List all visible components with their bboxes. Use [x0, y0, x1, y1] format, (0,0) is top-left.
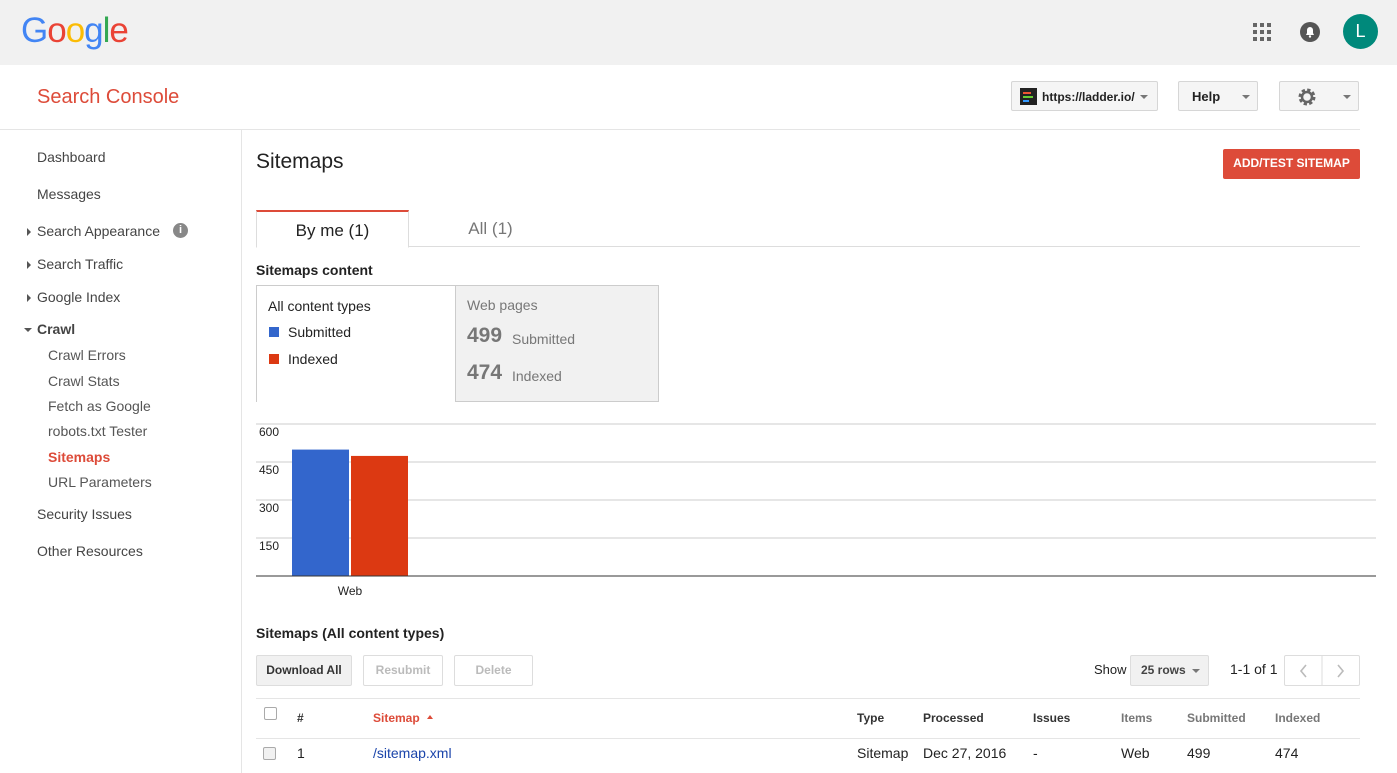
summary-box[interactable]: Web pages 499 Submitted 474 Indexed — [456, 285, 659, 402]
nav-item[interactable]: URL Parameters — [48, 474, 152, 490]
pagination: 1-1 of 1 — [1230, 661, 1278, 677]
caret — [1192, 669, 1200, 673]
pager[interactable] — [1284, 655, 1360, 686]
column-header[interactable]: Issues — [1033, 711, 1071, 725]
column-header[interactable]: # — [297, 711, 304, 725]
button[interactable]: Download All — [256, 655, 352, 686]
y-tick-label: 300 — [259, 501, 279, 515]
nav-item[interactable]: Messages — [37, 186, 101, 202]
nav-item[interactable]: Security Issues — [37, 506, 132, 522]
legend-label[interactable]: Indexed — [288, 351, 338, 367]
y-tick-label: 600 — [259, 425, 279, 439]
pager-arrows — [1299, 656, 1345, 685]
nav-item[interactable]: Google Index — [37, 289, 121, 305]
chart: 150 300 450 600 Web — [256, 423, 1376, 598]
nav-item[interactable]: Crawl Stats — [48, 373, 120, 389]
nav-item[interactable]: Search Traffic — [37, 256, 124, 272]
checkbox[interactable] — [263, 747, 276, 760]
cell[interactable]: /sitemap.xml — [373, 745, 452, 761]
button[interactable]: Resubmit — [363, 655, 443, 686]
bar — [351, 455, 408, 576]
caret — [1242, 95, 1250, 99]
rows-select-label: 25 rows — [1141, 663, 1186, 677]
summary-label: Indexed — [512, 368, 562, 384]
cell: - — [1033, 745, 1038, 761]
y-tick-label: 150 — [259, 539, 279, 553]
caret — [1140, 95, 1148, 99]
column-header[interactable]: Submitted — [1187, 711, 1246, 725]
column-header[interactable]: Items — [1121, 711, 1153, 725]
expand-arrow — [27, 261, 31, 269]
site-url: https://ladder.io/ — [1042, 90, 1135, 104]
show-label: Show — [1094, 662, 1127, 677]
rows-select[interactable]: 25 rows — [1130, 655, 1209, 686]
nav-item[interactable]: Dashboard — [37, 149, 106, 165]
cell: Sitemap — [857, 745, 909, 761]
nav-item[interactable]: Crawl — [37, 321, 76, 337]
apps-icon[interactable] — [1252, 22, 1272, 42]
table-heading: Sitemaps (All content types) — [256, 625, 445, 641]
summary-label: Submitted — [512, 331, 576, 347]
legend-label[interactable]: Submitted — [288, 324, 352, 340]
sort-arrow — [427, 715, 433, 719]
tab-baseline — [256, 246, 1360, 247]
page-title: Sitemaps — [256, 150, 344, 173]
summary-value: 499 — [467, 324, 503, 347]
avatar[interactable]: L — [1343, 14, 1378, 49]
expand-arrow — [27, 294, 31, 302]
help-label: Help — [1192, 89, 1221, 104]
legend-title: All content types — [268, 298, 371, 314]
divider — [241, 130, 242, 773]
column-header[interactable]: Processed — [923, 711, 984, 725]
column-header[interactable]: Sitemap — [373, 711, 420, 725]
nav-item[interactable]: Sitemaps — [48, 449, 111, 465]
cell: Web — [1121, 745, 1150, 761]
gear-icon — [1298, 88, 1316, 106]
notifications-icon[interactable] — [1299, 21, 1321, 43]
caret — [1343, 95, 1351, 99]
google-logo[interactable]: Google — [21, 11, 129, 50]
nav-item[interactable]: Search Appearance — [37, 223, 160, 239]
button[interactable]: Delete — [454, 655, 533, 686]
help-button[interactable]: Help — [1178, 81, 1258, 111]
divider — [256, 738, 1360, 739]
summary-title: Web pages — [467, 297, 538, 313]
column-header[interactable]: Type — [857, 711, 885, 725]
legend-swatch — [269, 354, 279, 364]
checkbox[interactable] — [264, 707, 277, 720]
cell: 474 — [1275, 745, 1299, 761]
settings-button[interactable] — [1279, 81, 1359, 111]
cell: 1 — [297, 745, 305, 761]
y-tick-label: 450 — [259, 463, 279, 477]
column-header[interactable]: Indexed — [1275, 711, 1321, 725]
nav-item[interactable]: Fetch as Google — [48, 398, 151, 414]
divider — [0, 129, 1360, 130]
top-bar — [0, 0, 1397, 65]
x-tick-label: Web — [338, 584, 363, 598]
nav-item[interactable]: Crawl Errors — [48, 347, 126, 363]
tab[interactable]: All (1) — [468, 219, 513, 238]
cell: 499 — [1187, 745, 1211, 761]
add-sitemap-button[interactable]: ADD/TEST SITEMAP — [1223, 149, 1360, 179]
app-title[interactable]: Search Console — [37, 86, 180, 108]
divider — [256, 698, 1360, 699]
expand-arrow — [24, 328, 32, 332]
tab[interactable]: By me (1) — [256, 210, 409, 248]
nav-item[interactable]: robots.txt Tester — [48, 423, 148, 439]
site-icon — [1020, 88, 1037, 105]
section-heading: Sitemaps content — [256, 262, 373, 278]
legend-swatch — [269, 327, 279, 337]
expand-arrow — [27, 228, 31, 236]
summary-value: 474 — [467, 361, 503, 384]
bar — [292, 449, 349, 576]
cell: Dec 27, 2016 — [923, 745, 1007, 761]
site-selector[interactable]: https://ladder.io/ — [1011, 81, 1158, 111]
legend-box[interactable]: All content types Submitted Indexed — [256, 285, 456, 402]
info-icon: i — [173, 223, 188, 238]
nav-item[interactable]: Other Resources — [37, 543, 143, 559]
